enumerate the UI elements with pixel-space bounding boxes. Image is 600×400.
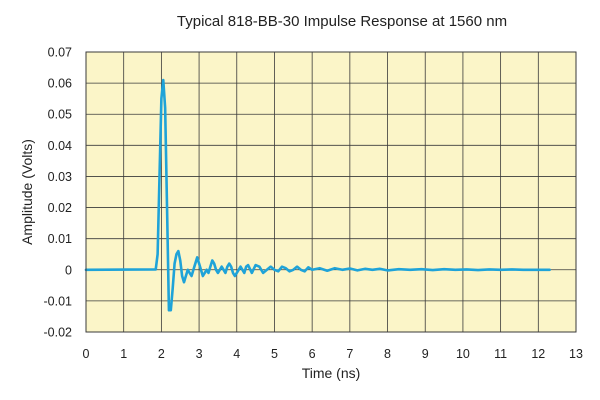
y-tick-label: 0.04 <box>48 139 72 153</box>
x-tick-label: 5 <box>271 347 278 361</box>
y-tick-label: 0 <box>65 263 72 277</box>
x-tick-label: 4 <box>233 347 240 361</box>
x-tick-labels: 0 1 2 3 4 5 6 7 8 9 10 11 12 13 <box>83 347 583 361</box>
x-tick-label: 6 <box>309 347 316 361</box>
y-tick-label: 0.03 <box>48 170 72 184</box>
y-tick-label: 0.05 <box>48 108 72 122</box>
x-tick-label: 13 <box>569 347 583 361</box>
x-axis-label: Time (ns) <box>302 365 361 381</box>
y-tick-label: -0.01 <box>44 294 73 308</box>
series-line <box>84 78 551 312</box>
x-tick-label: 8 <box>384 347 391 361</box>
y-tick-label: 0.07 <box>48 46 72 60</box>
x-tick-label: 9 <box>422 347 429 361</box>
x-tick-label: 11 <box>494 347 507 361</box>
chart-title: Typical 818-BB-30 Impulse Response at 15… <box>177 13 507 30</box>
x-tick-label: 12 <box>531 347 545 361</box>
x-tick-label: 7 <box>346 347 353 361</box>
x-tick-label: 0 <box>83 347 90 361</box>
x-tick-label: 3 <box>196 347 203 361</box>
x-tick-label: 1 <box>120 347 127 361</box>
y-axis-label: Amplitude (Volts) <box>19 139 35 245</box>
y-tick-label: 0.06 <box>48 77 72 91</box>
y-tick-label: -0.02 <box>44 326 73 340</box>
plot-border <box>85 51 577 333</box>
x-tick-label: 2 <box>158 347 165 361</box>
x-tick-label: 10 <box>456 347 470 361</box>
y-tick-label: 0.02 <box>48 201 72 215</box>
y-tick-labels: -0.02 -0.01 0 0.01 0.02 0.03 0.04 0.05 0.06 0.07 <box>44 46 73 340</box>
y-tick-label: 0.01 <box>48 232 72 246</box>
